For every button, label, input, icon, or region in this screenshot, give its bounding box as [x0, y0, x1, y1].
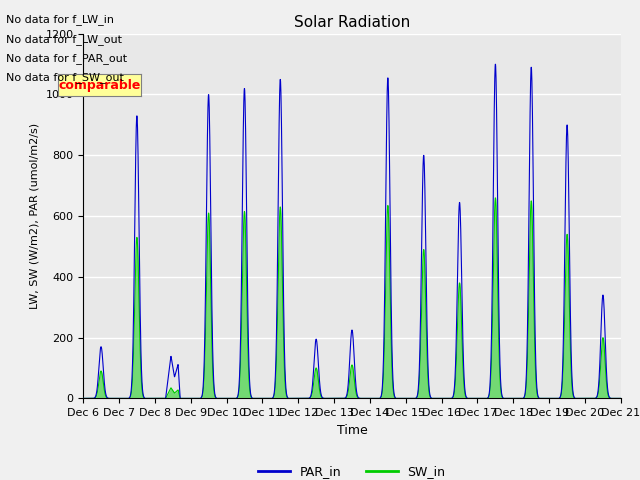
Text: comparable: comparable — [58, 79, 140, 92]
Y-axis label: LW, SW (W/m2), PAR (umol/m2/s): LW, SW (W/m2), PAR (umol/m2/s) — [30, 123, 40, 309]
Text: No data for f_LW_in: No data for f_LW_in — [6, 14, 115, 25]
Title: Solar Radiation: Solar Radiation — [294, 15, 410, 30]
X-axis label: Time: Time — [337, 424, 367, 437]
Legend: PAR_in, SW_in: PAR_in, SW_in — [253, 460, 451, 480]
Text: No data for f_LW_out: No data for f_LW_out — [6, 34, 122, 45]
Text: No data for f_PAR_out: No data for f_PAR_out — [6, 53, 127, 64]
Text: No data for f_SW_out: No data for f_SW_out — [6, 72, 124, 83]
